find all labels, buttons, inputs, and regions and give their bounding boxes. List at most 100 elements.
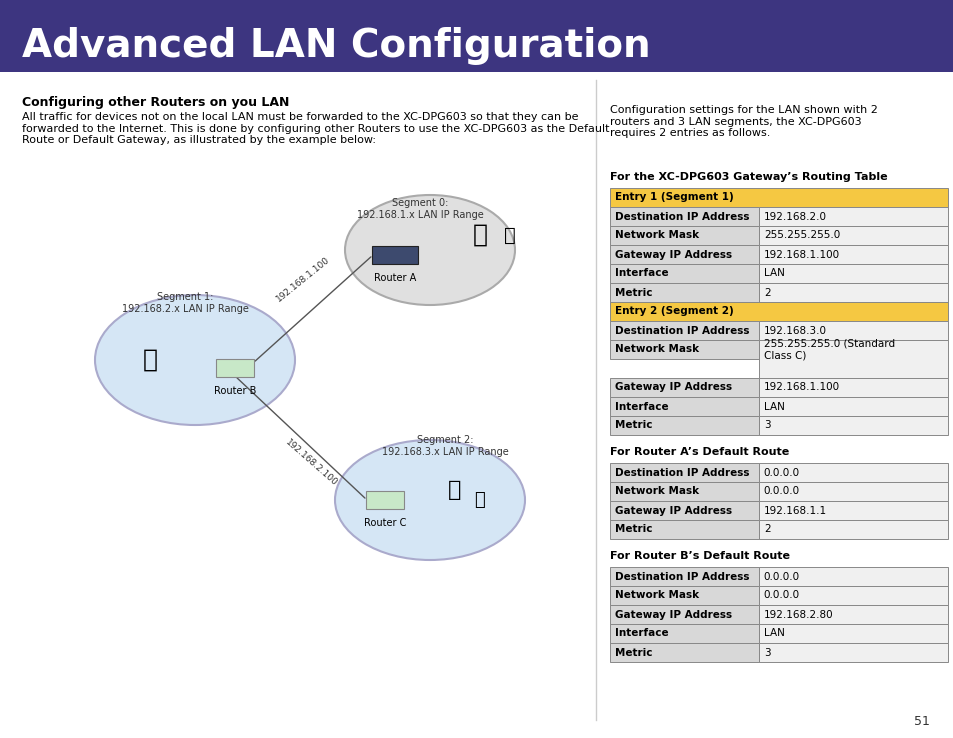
Text: Router A: Router A	[374, 273, 416, 283]
FancyBboxPatch shape	[758, 245, 947, 264]
Text: Router B: Router B	[213, 386, 256, 396]
FancyBboxPatch shape	[610, 245, 758, 264]
Text: Configuration settings for the LAN shown with 2
routers and 3 LAN segments, the : Configuration settings for the LAN shown…	[610, 105, 877, 138]
Text: Metric: Metric	[615, 421, 652, 430]
FancyBboxPatch shape	[610, 624, 758, 643]
FancyBboxPatch shape	[758, 586, 947, 605]
Text: For Router A’s Default Route: For Router A’s Default Route	[610, 447, 789, 457]
FancyBboxPatch shape	[610, 397, 758, 416]
FancyBboxPatch shape	[610, 416, 758, 435]
FancyBboxPatch shape	[758, 397, 947, 416]
Text: Entry 2 (Segment 2): Entry 2 (Segment 2)	[615, 306, 733, 317]
FancyBboxPatch shape	[610, 643, 758, 662]
Text: 255.255.255.0 (Standard
Class C): 255.255.255.0 (Standard Class C)	[763, 339, 894, 360]
Text: Network Mask: Network Mask	[615, 345, 699, 354]
FancyBboxPatch shape	[610, 586, 758, 605]
Text: Entry 1 (Segment 1): Entry 1 (Segment 1)	[615, 193, 733, 202]
FancyBboxPatch shape	[610, 605, 758, 624]
Text: Metric: Metric	[615, 525, 652, 534]
Text: LAN: LAN	[763, 629, 784, 638]
FancyBboxPatch shape	[610, 226, 758, 245]
Text: LAN: LAN	[763, 269, 784, 278]
Text: 51: 51	[913, 715, 929, 728]
Text: Metric: Metric	[615, 647, 652, 658]
Text: Gateway IP Address: Gateway IP Address	[615, 382, 732, 393]
FancyBboxPatch shape	[758, 226, 947, 245]
Text: 0.0.0.0: 0.0.0.0	[763, 486, 800, 497]
FancyBboxPatch shape	[758, 482, 947, 501]
FancyBboxPatch shape	[758, 463, 947, 482]
FancyBboxPatch shape	[758, 283, 947, 302]
Text: Network Mask: Network Mask	[615, 590, 699, 601]
Text: 0.0.0.0: 0.0.0.0	[763, 571, 800, 582]
FancyBboxPatch shape	[758, 321, 947, 340]
FancyBboxPatch shape	[758, 624, 947, 643]
FancyBboxPatch shape	[215, 359, 253, 377]
FancyBboxPatch shape	[758, 207, 947, 226]
FancyBboxPatch shape	[610, 321, 758, 340]
FancyBboxPatch shape	[0, 0, 953, 72]
FancyBboxPatch shape	[758, 264, 947, 283]
FancyBboxPatch shape	[758, 416, 947, 435]
Text: Router C: Router C	[363, 518, 406, 528]
Text: 3: 3	[763, 647, 770, 658]
Text: Destination IP Address: Destination IP Address	[615, 325, 749, 336]
Text: 2: 2	[763, 525, 770, 534]
Text: For the XC-DPG603 Gateway’s Routing Table: For the XC-DPG603 Gateway’s Routing Tabl…	[610, 172, 887, 182]
Ellipse shape	[345, 195, 515, 305]
Text: 192.168.1.100: 192.168.1.100	[763, 382, 839, 393]
FancyBboxPatch shape	[610, 567, 758, 586]
Text: Interface: Interface	[615, 629, 668, 638]
Text: 192.168.2.80: 192.168.2.80	[763, 610, 833, 619]
FancyBboxPatch shape	[372, 246, 417, 264]
FancyBboxPatch shape	[758, 605, 947, 624]
FancyBboxPatch shape	[758, 340, 947, 378]
FancyBboxPatch shape	[610, 302, 947, 321]
Text: 192.168.3.0: 192.168.3.0	[763, 325, 826, 336]
Text: Gateway IP Address: Gateway IP Address	[615, 506, 732, 516]
Text: Advanced LAN Configuration: Advanced LAN Configuration	[22, 27, 650, 65]
Text: Destination IP Address: Destination IP Address	[615, 212, 749, 221]
Text: 2: 2	[763, 288, 770, 297]
Text: Network Mask: Network Mask	[615, 230, 699, 241]
Text: Segment 2:
192.168.3.x LAN IP Range: Segment 2: 192.168.3.x LAN IP Range	[381, 435, 508, 457]
Text: 🖥: 🖥	[448, 480, 461, 500]
Text: 192.168.1.1: 192.168.1.1	[763, 506, 826, 516]
FancyBboxPatch shape	[758, 520, 947, 539]
Text: All traffic for devices not on the local LAN must be forwarded to the XC-DPG603 : All traffic for devices not on the local…	[22, 112, 609, 145]
Text: For Router B’s Default Route: For Router B’s Default Route	[610, 551, 789, 561]
Text: Gateway IP Address: Gateway IP Address	[615, 249, 732, 260]
Ellipse shape	[95, 295, 294, 425]
FancyBboxPatch shape	[758, 643, 947, 662]
FancyBboxPatch shape	[610, 501, 758, 520]
Text: 0.0.0.0: 0.0.0.0	[763, 467, 800, 477]
FancyBboxPatch shape	[610, 283, 758, 302]
Text: Destination IP Address: Destination IP Address	[615, 467, 749, 477]
FancyBboxPatch shape	[758, 378, 947, 397]
Text: Metric: Metric	[615, 288, 652, 297]
Text: 192.168.1.100: 192.168.1.100	[274, 255, 331, 304]
Text: 🖥: 🖥	[503, 226, 516, 244]
Text: Segment 0:
192.168.1.x LAN IP Range: Segment 0: 192.168.1.x LAN IP Range	[356, 198, 483, 220]
Text: 0.0.0.0: 0.0.0.0	[763, 590, 800, 601]
Text: 192.168.2.0: 192.168.2.0	[763, 212, 826, 221]
Text: Gateway IP Address: Gateway IP Address	[615, 610, 732, 619]
Text: 255.255.255.0: 255.255.255.0	[763, 230, 840, 241]
Text: 3: 3	[763, 421, 770, 430]
FancyBboxPatch shape	[610, 463, 758, 482]
FancyBboxPatch shape	[610, 340, 758, 359]
FancyBboxPatch shape	[610, 520, 758, 539]
Text: Interface: Interface	[615, 269, 668, 278]
FancyBboxPatch shape	[758, 567, 947, 586]
Text: 🖥: 🖥	[472, 223, 487, 247]
FancyBboxPatch shape	[758, 501, 947, 520]
FancyBboxPatch shape	[610, 378, 758, 397]
FancyBboxPatch shape	[610, 482, 758, 501]
FancyBboxPatch shape	[610, 188, 947, 207]
FancyBboxPatch shape	[610, 264, 758, 283]
Text: Destination IP Address: Destination IP Address	[615, 571, 749, 582]
Text: 🖥: 🖥	[142, 348, 157, 372]
FancyBboxPatch shape	[366, 491, 403, 509]
Text: 192.168.1.100: 192.168.1.100	[763, 249, 839, 260]
Ellipse shape	[335, 440, 524, 560]
